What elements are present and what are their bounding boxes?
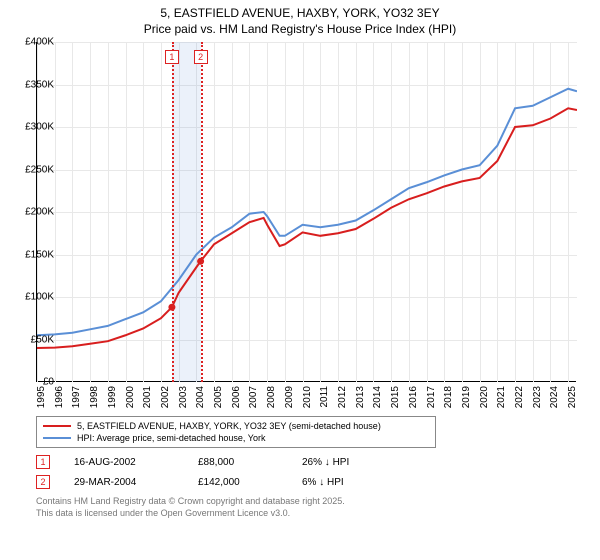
x-axis-tick: 2013 [355,386,366,408]
x-axis-tick: 2008 [266,386,277,408]
footnote-row: 1 16-AUG-2002 £88,000 26% ↓ HPI [36,452,592,472]
y-axis-tick: £150K [25,249,54,260]
x-axis-tick: 2001 [142,386,153,408]
chart-title: 5, EASTFIELD AVENUE, HAXBY, YORK, YO32 3… [0,0,600,22]
x-axis-tick: 2024 [549,386,560,408]
x-axis-tick: 2002 [160,386,171,408]
x-axis-tick: 2000 [125,386,136,408]
footnote-date: 16-AUG-2002 [74,457,174,468]
x-axis-tick: 2016 [408,386,419,408]
footnote-date: 29-MAR-2004 [74,477,174,488]
y-axis-tick: £400K [25,37,54,48]
footnote-marker: 1 [36,455,50,469]
marker-line [172,42,174,382]
footnote-price: £142,000 [198,477,278,488]
footnote-row: 2 29-MAR-2004 £142,000 6% ↓ HPI [36,472,592,492]
chart-area: 12 £0£50K£100K£150K£200K£250K£300K£350K£… [36,42,596,412]
x-axis-tick: 2015 [390,386,401,408]
x-axis-tick: 2020 [479,386,490,408]
x-axis-tick: 2023 [532,386,543,408]
x-axis-tick: 2011 [319,386,330,408]
x-axis-tick: 2009 [284,386,295,408]
x-axis-tick: 2019 [461,386,472,408]
line-series [37,42,577,382]
plot-region: 12 [36,42,576,382]
y-axis-tick: £350K [25,79,54,90]
y-axis-tick: £200K [25,207,54,218]
y-axis-tick: £100K [25,292,54,303]
x-axis-tick: 2010 [302,386,313,408]
x-axis-tick: 2018 [443,386,454,408]
x-axis-tick: 2014 [372,386,383,408]
legend-item: 5, EASTFIELD AVENUE, HAXBY, YORK, YO32 3… [43,420,429,432]
legend-label: HPI: Average price, semi-detached house,… [77,433,265,443]
footnote-price: £88,000 [198,457,278,468]
x-axis-tick: 1996 [54,386,65,408]
x-axis-tick: 1995 [36,386,47,408]
footnote-delta: 6% ↓ HPI [302,477,344,488]
footnote-marker: 2 [36,475,50,489]
transaction-footnotes: 1 16-AUG-2002 £88,000 26% ↓ HPI 2 29-MAR… [36,452,592,492]
legend-label: 5, EASTFIELD AVENUE, HAXBY, YORK, YO32 3… [77,421,381,431]
y-axis-tick: £250K [25,164,54,175]
x-axis-tick: 2003 [178,386,189,408]
x-axis-tick: 2006 [231,386,242,408]
marker-label-box: 1 [165,50,179,64]
y-axis-tick: £300K [25,122,54,133]
chart-subtitle: Price paid vs. HM Land Registry's House … [0,22,600,42]
x-axis-tick: 1999 [107,386,118,408]
x-axis-tick: 1998 [89,386,100,408]
x-axis-tick: 2017 [426,386,437,408]
footnote-delta: 26% ↓ HPI [302,457,349,468]
legend-swatch [43,437,71,439]
x-axis-tick: 1997 [71,386,82,408]
marker-line [201,42,203,382]
x-axis-tick: 2012 [337,386,348,408]
chart-container: 5, EASTFIELD AVENUE, HAXBY, YORK, YO32 3… [0,0,600,560]
x-axis-tick: 2025 [567,386,578,408]
legend-item: HPI: Average price, semi-detached house,… [43,432,429,444]
x-axis-tick: 2004 [195,386,206,408]
y-axis-tick: £50K [31,334,54,345]
x-axis-tick: 2005 [213,386,224,408]
legend-swatch [43,425,71,427]
legend: 5, EASTFIELD AVENUE, HAXBY, YORK, YO32 3… [36,416,436,448]
copyright-text: Contains HM Land Registry data © Crown c… [36,496,592,519]
x-axis-tick: 2022 [514,386,525,408]
x-axis-tick: 2021 [496,386,507,408]
x-axis-tick: 2007 [248,386,259,408]
marker-label-box: 2 [194,50,208,64]
